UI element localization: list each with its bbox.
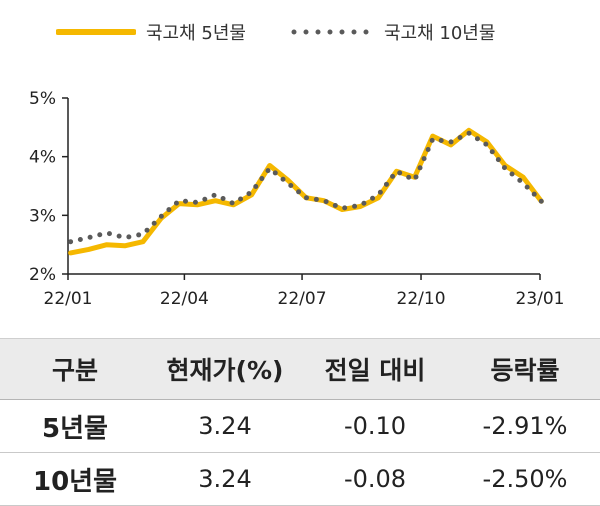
- legend-item-5y: 국고채 5년물: [56, 20, 246, 44]
- legend-swatch-5y: [56, 29, 136, 35]
- chart-legend: 국고채 5년물 국고채 10년물: [56, 12, 576, 52]
- cell-rate-10y: -2.50%: [450, 452, 600, 506]
- cell-current-10y: 3.24: [150, 452, 300, 506]
- chart-series: [68, 127, 544, 256]
- yield-table: 구분 현재가(%) 전일 대비 등락률 5년물 3.24 -0.10 -2.91…: [0, 338, 600, 506]
- x-tick-label: 22/07: [278, 289, 327, 309]
- y-tick-label: 2%: [29, 265, 56, 285]
- yield-chart: 5% 4% 3% 2% 22/01 22/04 22/07 22/10 23/01: [29, 89, 564, 309]
- row-label-10y: 10년물: [0, 452, 150, 506]
- cell-change-5y: -0.10: [300, 399, 450, 453]
- y-tick-label: 5%: [29, 89, 56, 109]
- table-header-row: 구분 현재가(%) 전일 대비 등락률: [0, 338, 600, 400]
- header-change: 전일 대비: [300, 338, 450, 400]
- header-category: 구분: [0, 338, 150, 400]
- y-tick-label: 3%: [29, 206, 56, 226]
- row-label-5y: 5년물: [0, 399, 150, 453]
- cell-change-10y: -0.08: [300, 452, 450, 506]
- y-tick-label: 4%: [29, 148, 56, 168]
- cell-current-5y: 3.24: [150, 399, 300, 453]
- table-row: 5년물 3.24 -0.10 -2.91%: [0, 399, 600, 453]
- header-rate: 등락률: [450, 338, 600, 400]
- header-current: 현재가(%): [150, 338, 300, 400]
- x-tick-label: 22/01: [44, 289, 93, 309]
- x-tick-label: 22/10: [397, 289, 446, 309]
- legend-label-10y: 국고채 10년물: [384, 23, 496, 44]
- series-line-5y: [68, 127, 544, 256]
- x-tick-label: 23/01: [516, 289, 565, 309]
- chart-axes: [62, 97, 541, 280]
- series-line-10y: [68, 130, 544, 245]
- legend-item-10y: 국고채 10년물: [290, 20, 495, 44]
- cell-rate-5y: -2.91%: [450, 399, 600, 453]
- x-tick-label: 22/04: [160, 289, 209, 309]
- chart-labels: 5% 4% 3% 2% 22/01 22/04 22/07 22/10 23/01: [29, 89, 564, 309]
- table-row: 10년물 3.24 -0.08 -2.50%: [0, 452, 600, 506]
- legend-swatch-10y: [291, 29, 374, 35]
- legend-label-5y: 국고채 5년물: [146, 23, 246, 44]
